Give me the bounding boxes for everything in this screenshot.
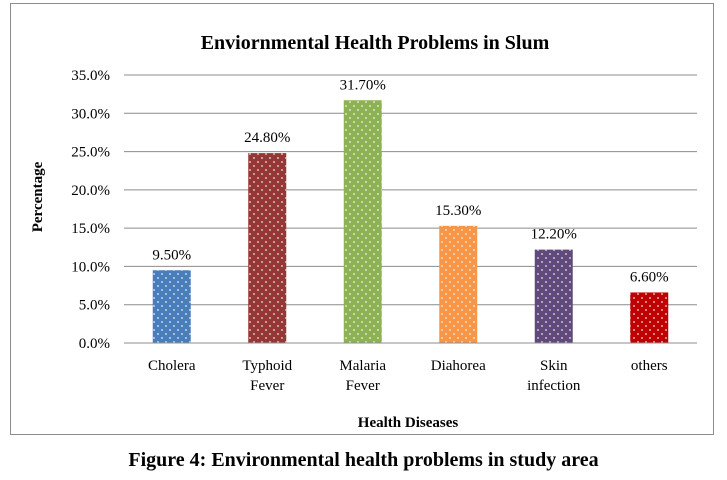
data-label: 15.30%: [435, 203, 481, 219]
data-label: 31.70%: [340, 77, 386, 93]
bar-pattern: [439, 225, 478, 343]
x-tick-label: others: [631, 358, 668, 374]
bar-pattern: [248, 153, 287, 343]
x-axis-ticks: Cholera Typhoid Fever Malaria Fever Diahorea S…: [148, 358, 668, 394]
bar-pattern: [152, 270, 191, 343]
data-label: 12.20%: [531, 227, 577, 243]
y-axis-ticks: 0.0% 5.0% 10.0% 15.0% 20.0% 25.0% 30.0% 35.0%: [71, 68, 110, 352]
y-tick-label: 30.0%: [71, 106, 110, 122]
figure-caption: Figure 4: Environmental health problems …: [128, 449, 599, 471]
y-tick-label: 35.0%: [71, 68, 110, 84]
x-axis-label: Health Diseases: [358, 415, 459, 431]
bar-pattern: [534, 249, 573, 343]
data-label: 6.60%: [630, 269, 669, 285]
x-tick-label: Malaria Fever: [339, 358, 386, 394]
y-tick-label: 10.0%: [71, 259, 110, 275]
gridlines: [124, 74, 697, 306]
y-axis-label: Percentage: [30, 161, 46, 232]
bar-pattern: [343, 100, 382, 343]
chart-title: Enviornmental Health Problems in Slum: [201, 32, 550, 54]
x-tick-label: Skin infection: [527, 358, 581, 394]
x-tick-label: Diahorea: [431, 358, 486, 374]
data-label: 9.50%: [152, 247, 191, 263]
bar-chart: Enviornmental Health Problems in Slum 0.…: [30, 32, 697, 431]
bar-pattern: [630, 292, 669, 343]
y-tick-label: 5.0%: [79, 298, 110, 314]
data-labels: 9.50% 24.80% 31.70% 15.30% 12.20% 6.60%: [152, 77, 668, 285]
y-tick-label: 15.0%: [71, 221, 110, 237]
x-tick-label: Cholera: [148, 358, 196, 374]
bars: [152, 100, 669, 343]
x-tick-label: Typhoid Fever: [242, 358, 292, 394]
y-tick-label: 25.0%: [71, 145, 110, 161]
chart-frame: [10, 3, 714, 435]
y-tick-label: 0.0%: [79, 336, 110, 352]
data-label: 24.80%: [244, 130, 290, 146]
y-tick-label: 20.0%: [71, 183, 110, 199]
